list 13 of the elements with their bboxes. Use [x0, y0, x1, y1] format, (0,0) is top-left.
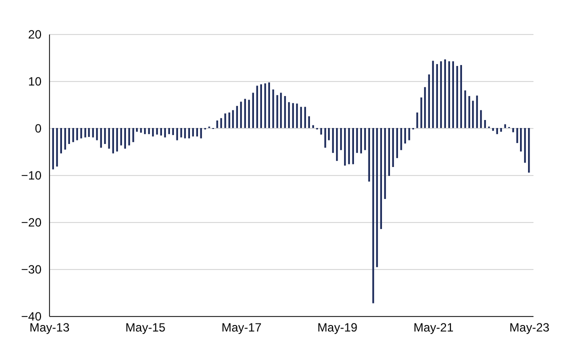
x-tick-label: May-19 — [317, 320, 358, 334]
y-tick-label: 20 — [28, 28, 42, 42]
y-tick-label: −10 — [21, 168, 42, 182]
y-tick-label: 0 — [34, 122, 42, 136]
x-tick-label: May-15 — [125, 320, 166, 334]
x-tick-label: May-23 — [509, 320, 550, 334]
x-tick-label: May-17 — [221, 320, 262, 334]
x-tick-label: May-21 — [413, 320, 454, 334]
y-tick-label: −20 — [21, 216, 42, 230]
x-tick-label: May-13 — [29, 320, 70, 334]
y-tick-label: −30 — [21, 262, 42, 276]
y-tick-label: −40 — [21, 310, 42, 324]
y-tick-label: 10 — [28, 74, 42, 88]
